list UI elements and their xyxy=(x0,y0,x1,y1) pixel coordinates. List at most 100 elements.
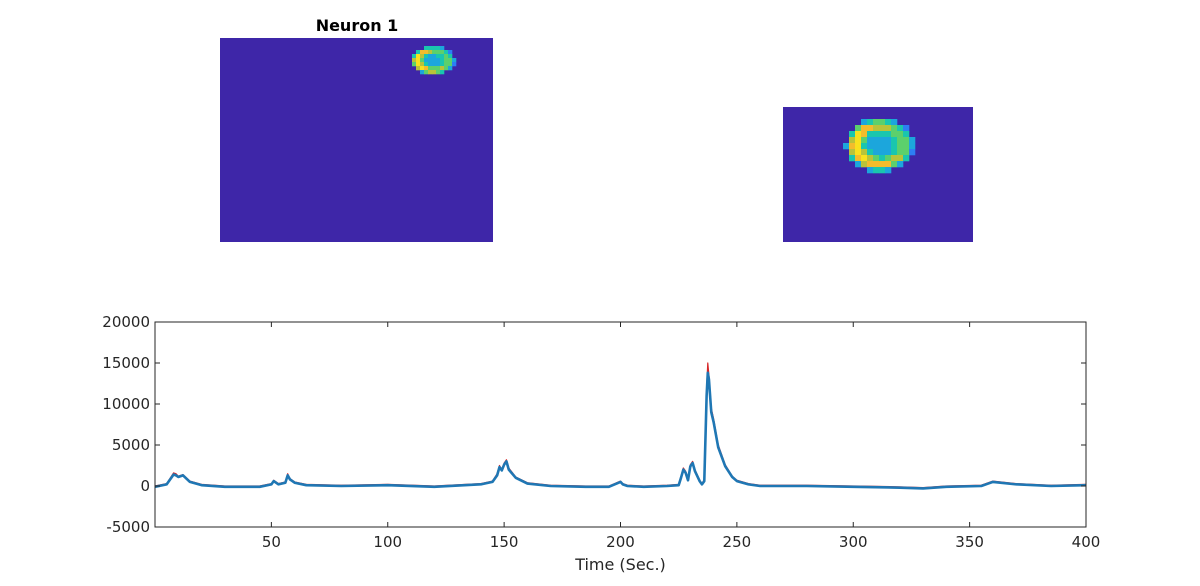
heat-pixel xyxy=(444,66,449,71)
heat-pixel xyxy=(891,131,898,138)
heat-pixel xyxy=(855,137,862,144)
heat-pixel xyxy=(897,131,904,138)
heat-pixel xyxy=(436,70,441,75)
heat-pixel xyxy=(444,50,449,55)
heat-pixel xyxy=(440,62,445,67)
heat-pixel xyxy=(428,66,433,71)
heat-pixel xyxy=(903,155,910,162)
heat-pixel xyxy=(879,167,886,174)
y-tick-label: 10000 xyxy=(102,395,150,413)
heat-pixel xyxy=(879,137,886,144)
y-tick-label: 0 xyxy=(140,477,150,495)
heat-pixel xyxy=(448,54,453,59)
y-axis: -5000 0 5000 10000 15000 20000 xyxy=(102,313,1086,536)
x-tick-label: 100 xyxy=(373,533,402,551)
y-tick-label: 20000 xyxy=(102,313,150,331)
heat-pixel xyxy=(855,161,862,168)
zoom-image xyxy=(783,107,973,242)
heat-pixel xyxy=(879,143,886,150)
heat-pixel xyxy=(903,149,910,156)
x-tick-label: 350 xyxy=(955,533,984,551)
heat-pixel xyxy=(885,137,892,144)
x-axis-label: Time (Sec.) xyxy=(574,555,666,574)
heat-pixel xyxy=(424,70,429,75)
heat-pixel xyxy=(885,167,892,174)
heat-pixel xyxy=(879,155,886,162)
heat-pixel xyxy=(897,137,904,144)
heat-pixel xyxy=(885,125,892,132)
heat-pixel xyxy=(903,131,910,138)
heat-pixel xyxy=(861,119,868,126)
heat-pixel xyxy=(444,54,449,59)
heat-pixel xyxy=(428,50,433,55)
x-tick-label: 300 xyxy=(839,533,868,551)
heat-pixel xyxy=(861,149,868,156)
heat-pixel xyxy=(867,167,874,174)
heat-pixel xyxy=(885,155,892,162)
heat-pixel xyxy=(879,125,886,132)
heat-pixel xyxy=(897,125,904,132)
heat-pixel xyxy=(424,50,429,55)
heat-pixel xyxy=(867,149,874,156)
heat-pixel xyxy=(416,54,421,59)
heat-pixel xyxy=(428,62,433,67)
heat-pixel xyxy=(873,149,880,156)
heat-pixel xyxy=(428,54,433,59)
heat-pixel xyxy=(909,149,916,156)
y-tick-label: -5000 xyxy=(106,518,150,536)
heat-pixel xyxy=(861,137,868,144)
heat-pixel xyxy=(885,119,892,126)
heat-pixel xyxy=(909,143,916,150)
heat-pixel xyxy=(897,143,904,150)
heat-pixel xyxy=(432,58,437,63)
heat-pixel xyxy=(440,70,445,75)
heat-pixel xyxy=(903,125,910,132)
heat-pixel xyxy=(855,155,862,162)
heat-pixel xyxy=(436,66,441,71)
x-tick-label: 200 xyxy=(606,533,635,551)
heat-pixel xyxy=(432,70,437,75)
heat-pixel xyxy=(903,137,910,144)
heat-pixel xyxy=(420,66,425,71)
footprint-background xyxy=(220,38,493,242)
heat-pixel xyxy=(885,131,892,138)
heat-pixel xyxy=(903,143,910,150)
heat-pixel xyxy=(861,161,868,168)
heat-pixel xyxy=(440,46,445,51)
heat-pixel xyxy=(432,46,437,51)
heat-pixel xyxy=(432,62,437,67)
heat-pixel xyxy=(436,54,441,59)
heat-pixel xyxy=(416,50,421,55)
heat-pixel xyxy=(436,58,441,63)
y-tick-label: 15000 xyxy=(102,354,150,372)
plot-area xyxy=(155,322,1086,527)
heat-pixel xyxy=(909,137,916,144)
heat-pixel xyxy=(416,66,421,71)
heat-pixel xyxy=(420,50,425,55)
heat-pixel xyxy=(891,119,898,126)
footprint-blob xyxy=(412,46,457,75)
heat-pixel xyxy=(432,54,437,59)
heat-pixel xyxy=(849,149,856,156)
heat-pixel xyxy=(867,125,874,132)
trace-plot: 50 100 150 200 250 300 350 400 -5000 0 5000 10000 1… xyxy=(102,313,1100,574)
heat-pixel xyxy=(873,125,880,132)
x-tick-label: 50 xyxy=(262,533,281,551)
x-tick-label: 150 xyxy=(490,533,519,551)
heat-pixel xyxy=(448,66,453,71)
heat-pixel xyxy=(436,62,441,67)
heat-pixel xyxy=(867,119,874,126)
heat-pixel xyxy=(428,46,433,51)
footprint-title: Neuron 1 xyxy=(316,16,399,35)
heat-pixel xyxy=(873,161,880,168)
heat-pixel xyxy=(452,58,457,63)
heat-pixel xyxy=(867,143,874,150)
heat-pixel xyxy=(885,143,892,150)
heat-pixel xyxy=(412,58,417,63)
heat-pixel xyxy=(897,155,904,162)
heat-pixel xyxy=(424,54,429,59)
heat-pixel xyxy=(861,131,868,138)
heat-pixel xyxy=(448,50,453,55)
heat-pixel xyxy=(873,119,880,126)
heat-pixel xyxy=(879,131,886,138)
